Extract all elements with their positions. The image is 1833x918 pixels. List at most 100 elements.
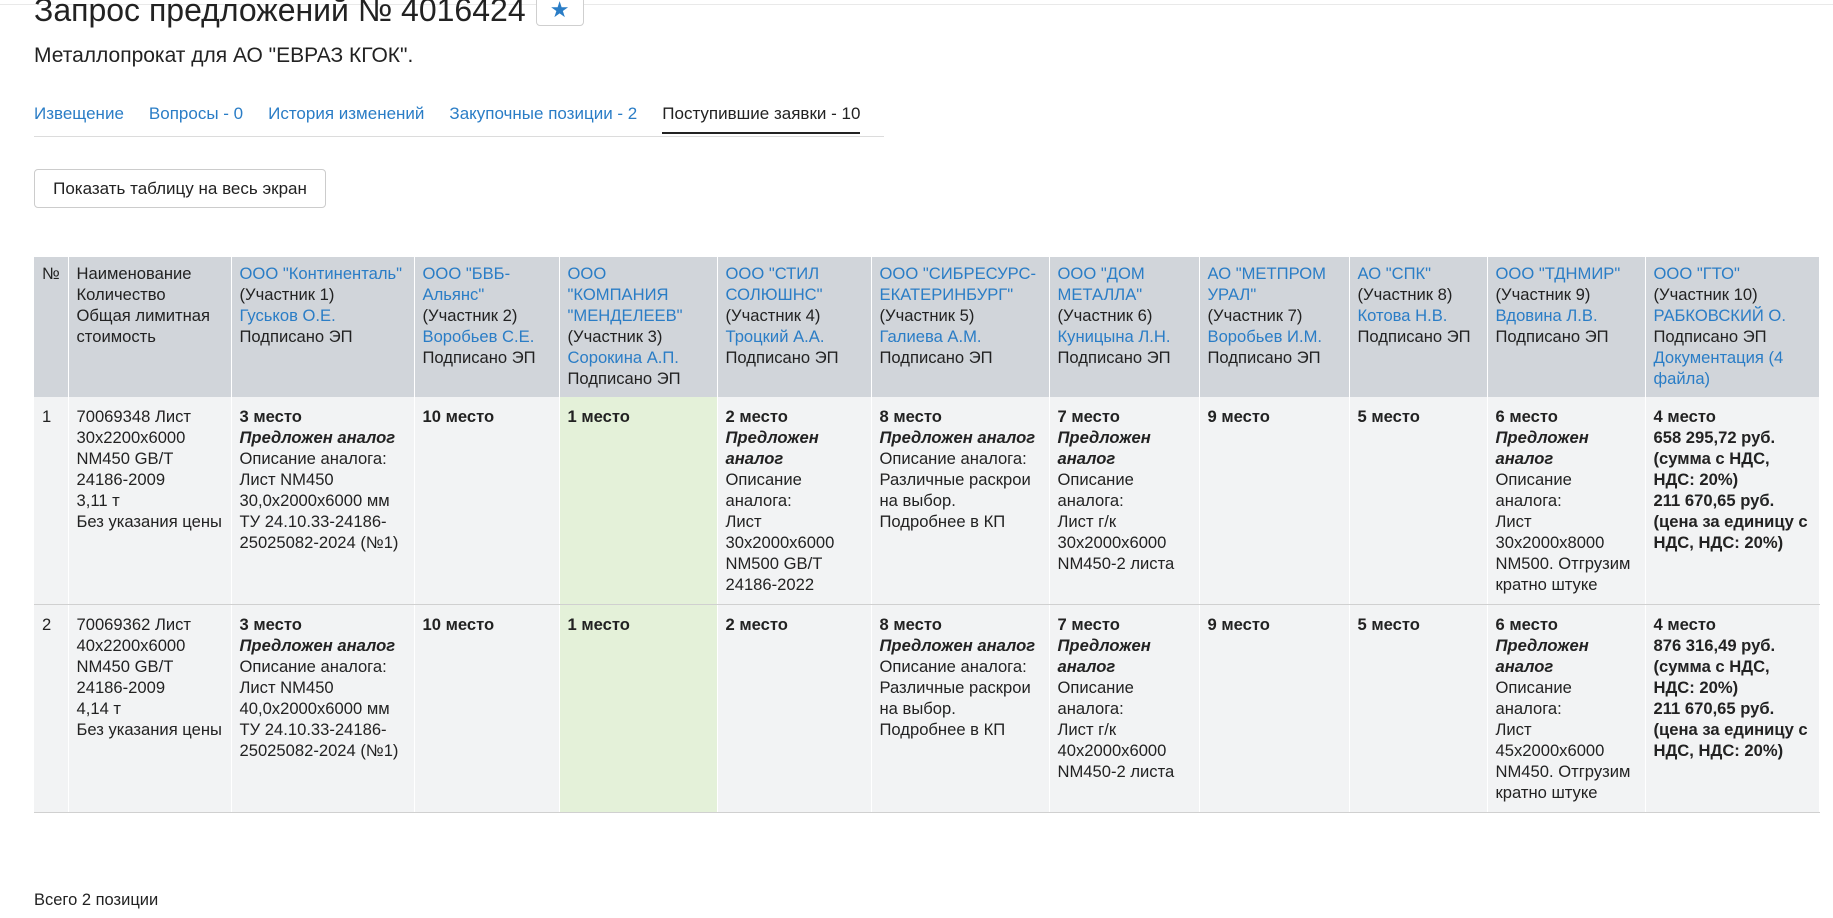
participant-person-link[interactable]: Вдовина Л.В. bbox=[1495, 306, 1598, 325]
bid-place: 1 место bbox=[567, 407, 630, 426]
bid-cell: 9 место bbox=[1199, 397, 1350, 605]
analog-label: Предложен аналог bbox=[1495, 636, 1589, 676]
participant-org-link[interactable]: АО "СПК" bbox=[1357, 264, 1432, 283]
participant-header: ООО "ГТО" (Участник 10) РАБКОВСКИЙ О. По… bbox=[1645, 257, 1820, 397]
bid-place: 10 место bbox=[422, 615, 495, 634]
analog-desc-text: Лист 45х2000х6000 NM450. Отгрузим кратно… bbox=[1495, 720, 1631, 802]
participant-org-link[interactable]: ООО "ДОМ МЕТАЛЛА" bbox=[1057, 264, 1145, 304]
bid-cell: 2 место Предложен аналог Описание аналог… bbox=[717, 397, 872, 605]
analog-desc-label: Описание аналога: bbox=[1057, 470, 1134, 510]
participant-tag: (Участник 1) bbox=[239, 285, 335, 304]
bid-cell: 5 место bbox=[1349, 397, 1488, 605]
participant-tag: (Участник 6) bbox=[1057, 306, 1153, 325]
bid-cell: 4 место 658 295,72 руб. (сумма с НДС, НД… bbox=[1645, 397, 1820, 605]
bid-cell-winner: 1 место bbox=[559, 397, 718, 605]
participant-person-link[interactable]: Воробьев И.М. bbox=[1207, 327, 1323, 346]
bid-place: 5 место bbox=[1357, 407, 1420, 426]
participant-org-link[interactable]: ООО "СИБРЕСУРС-ЕКАТЕРИНБУРГ" bbox=[879, 264, 1037, 304]
col-number: № bbox=[34, 257, 69, 397]
signature-status: Подписано ЭП bbox=[1653, 327, 1767, 346]
tab-questions[interactable]: Вопросы - 0 bbox=[148, 104, 244, 123]
analog-desc-text: Лист NM450 40,0х2000х6000 мм ТУ 24.10.33… bbox=[239, 678, 399, 760]
favorite-star-button[interactable]: ★ bbox=[535, 0, 584, 26]
bid-place: 8 место bbox=[879, 615, 942, 634]
analog-desc-text: Лист NM450 30,0х2000х6000 мм ТУ 24.10.33… bbox=[239, 470, 399, 552]
participant-org-link[interactable]: АО "МЕТПРОМ УРАЛ" bbox=[1207, 264, 1327, 304]
analog-desc-text: Лист г/к 40х2000х6000 NM450-2 листа bbox=[1057, 720, 1175, 781]
participant-tag: (Участник 3) bbox=[567, 327, 663, 346]
bid-cell: 10 место bbox=[414, 604, 560, 813]
tab-notice[interactable]: Извещение bbox=[34, 104, 124, 123]
participant-person-link[interactable]: РАБКОВСКИЙ О. bbox=[1653, 306, 1786, 325]
item-quantity: 4,14 т bbox=[76, 699, 122, 718]
bid-cell: 6 место Предложен аналог Описание аналог… bbox=[1487, 397, 1646, 605]
bid-place: 3 место bbox=[239, 615, 302, 634]
bid-cell: 7 место Предложен аналог Описание аналог… bbox=[1049, 604, 1200, 813]
bid-place: 4 место bbox=[1653, 615, 1716, 634]
participant-org-link[interactable]: ООО "Континенталь" bbox=[239, 264, 403, 283]
bid-cell: 6 место Предложен аналог Описание аналог… bbox=[1487, 604, 1646, 813]
participant-person-link[interactable]: Сорокина А.П. bbox=[567, 348, 679, 367]
participant-org-link[interactable]: ООО "БВБ-Альянс" bbox=[422, 264, 511, 304]
analog-desc-text: Различные раскрои на выбор. bbox=[879, 470, 1031, 510]
analog-desc-text: Лист г/к 30х2000х6000 NM450-2 листа bbox=[1057, 512, 1175, 573]
bid-total-price: 658 295,72 руб. (сумма с НДС, НДС: 20%) bbox=[1653, 428, 1776, 489]
signature-status: Подписано ЭП bbox=[879, 348, 993, 367]
analog-desc-text: Подробнее в КП bbox=[879, 720, 1006, 739]
participant-org-link[interactable]: ООО "ГТО" bbox=[1653, 264, 1740, 283]
bid-place: 2 место bbox=[725, 615, 788, 634]
participant-person-link[interactable]: Троцкий А.А. bbox=[725, 327, 825, 346]
tab-received-bids[interactable]: Поступившие заявки - 10 bbox=[662, 104, 861, 134]
bid-cell: 8 место Предложен аналог Описание аналог… bbox=[871, 397, 1050, 605]
bid-total-price: 876 316,49 руб. (сумма с НДС, НДС: 20%) bbox=[1653, 636, 1776, 697]
bid-cell: 3 место Предложен аналог Описание аналог… bbox=[231, 604, 415, 813]
participant-header: ООО "Континенталь" (Участник 1) Гуськов … bbox=[231, 257, 415, 397]
participant-header: ООО "СИБРЕСУРС-ЕКАТЕРИНБУРГ" (Участник 5… bbox=[871, 257, 1050, 397]
page-subtitle: Металлопрокат для АО "ЕВРАЗ КГОК". bbox=[34, 44, 414, 67]
participant-org-link[interactable]: ООО "ТДНМИР" bbox=[1495, 264, 1621, 283]
bid-cell: 9 место bbox=[1199, 604, 1350, 813]
col-item-limit: Общая лимитная стоимость bbox=[76, 306, 211, 346]
bids-table: № Наименование Количество Общая лимитная… bbox=[34, 257, 1820, 813]
participant-person-link[interactable]: Гуськов О.Е. bbox=[239, 306, 336, 325]
tab-positions[interactable]: Закупочные позиции - 2 bbox=[449, 104, 638, 123]
participant-person-link[interactable]: Куницына Л.Н. bbox=[1057, 327, 1171, 346]
documentation-link[interactable]: Документация (4 файла) bbox=[1653, 348, 1784, 388]
participant-person-link[interactable]: Галиева А.М. bbox=[879, 327, 982, 346]
analog-label: Предложен аналог bbox=[239, 636, 396, 655]
page-title: Запрос предложений № 4016424 bbox=[34, 0, 526, 28]
table-total-positions: Всего 2 позиции bbox=[34, 891, 159, 909]
item-cell: 70069348 Лист 30х2200х6000 NM450 GB/T 24… bbox=[68, 397, 232, 605]
col-item-qty: Количество bbox=[76, 285, 166, 304]
row-number: 1 bbox=[34, 397, 69, 605]
bid-place: 3 место bbox=[239, 407, 302, 426]
bid-place: 5 место bbox=[1357, 615, 1420, 634]
table-row: 2 70069362 Лист 40х2200х6000 NM450 GB/T … bbox=[34, 604, 1820, 813]
analog-label: Предложен аналог bbox=[725, 428, 819, 468]
analog-desc-label: Описание аналога: bbox=[1057, 678, 1134, 718]
bid-cell: 8 место Предложен аналог Описание аналог… bbox=[871, 604, 1050, 813]
participant-header: ООО "СТИЛ СОЛЮШНС" (Участник 4) Троцкий … bbox=[717, 257, 872, 397]
participant-tag: (Участник 7) bbox=[1207, 306, 1303, 325]
participant-org-link[interactable]: ООО "КОМПАНИЯ "МЕНДЕЛЕЕВ" bbox=[567, 264, 683, 325]
analog-desc-text: Лист 30х2000х6000 NM500 GB/T 24186-2022 bbox=[725, 512, 835, 594]
analog-desc-label: Описание аналога: bbox=[1495, 470, 1572, 510]
signature-status: Подписано ЭП bbox=[725, 348, 839, 367]
bid-cell: 10 место bbox=[414, 397, 560, 605]
participant-header: ООО "ДОМ МЕТАЛЛА" (Участник 6) Куницына … bbox=[1049, 257, 1200, 397]
bid-place: 9 место bbox=[1207, 615, 1270, 634]
analog-desc-text: Подробнее в КП bbox=[879, 512, 1006, 531]
participant-header: АО "СПК" (Участник 8) Котова Н.В. Подпис… bbox=[1349, 257, 1488, 397]
bid-place: 1 место bbox=[567, 615, 630, 634]
participant-person-link[interactable]: Котова Н.В. bbox=[1357, 306, 1448, 325]
bid-place: 9 место bbox=[1207, 407, 1270, 426]
participant-tag: (Участник 8) bbox=[1357, 285, 1453, 304]
fullscreen-table-button[interactable]: Показать таблицу на весь экран bbox=[34, 169, 326, 208]
participant-person-link[interactable]: Воробьев С.Е. bbox=[422, 327, 535, 346]
participant-header: АО "МЕТПРОМ УРАЛ" (Участник 7) Воробьев … bbox=[1199, 257, 1350, 397]
row-number: 2 bbox=[34, 604, 69, 813]
tab-history[interactable]: История изменений bbox=[268, 104, 425, 123]
analog-label: Предложен аналог bbox=[1495, 428, 1589, 468]
bid-cell: 7 место Предложен аналог Описание аналог… bbox=[1049, 397, 1200, 605]
participant-org-link[interactable]: ООО "СТИЛ СОЛЮШНС" bbox=[725, 264, 823, 304]
